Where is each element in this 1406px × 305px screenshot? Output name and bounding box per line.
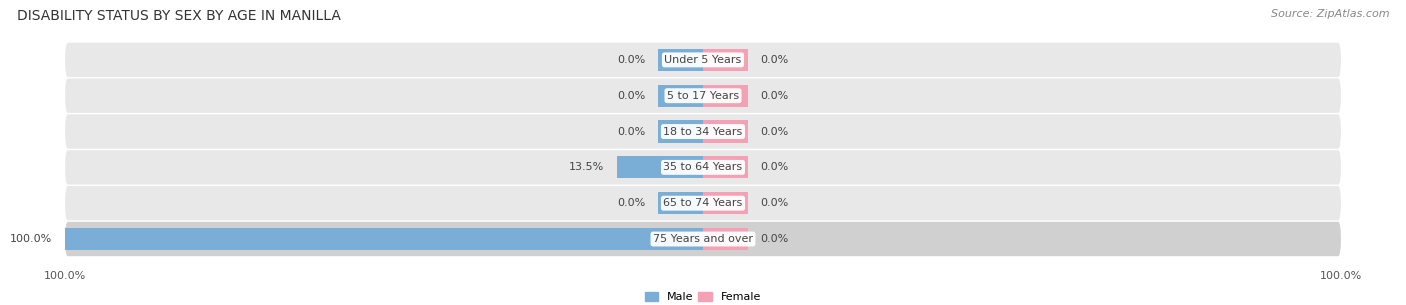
FancyBboxPatch shape (65, 114, 1341, 149)
Bar (658, 84, 703, 107)
Text: 0.0%: 0.0% (761, 162, 789, 172)
FancyBboxPatch shape (65, 78, 1341, 113)
Text: 0.0%: 0.0% (617, 198, 645, 208)
Text: 35 to 64 Years: 35 to 64 Years (664, 162, 742, 172)
FancyBboxPatch shape (65, 222, 1341, 256)
FancyBboxPatch shape (65, 150, 1341, 185)
Bar (617, 156, 703, 178)
Bar (703, 228, 748, 250)
Bar (65, 228, 703, 250)
Bar (703, 84, 748, 107)
Text: Source: ZipAtlas.com: Source: ZipAtlas.com (1271, 9, 1389, 19)
Text: DISABILITY STATUS BY SEX BY AGE IN MANILLA: DISABILITY STATUS BY SEX BY AGE IN MANIL… (17, 9, 340, 23)
Bar (703, 192, 748, 214)
Text: 0.0%: 0.0% (761, 234, 789, 244)
Text: 0.0%: 0.0% (761, 55, 789, 65)
FancyBboxPatch shape (65, 186, 1341, 221)
Bar (658, 49, 703, 71)
Bar (703, 120, 748, 143)
Text: 13.5%: 13.5% (569, 162, 605, 172)
Text: 0.0%: 0.0% (761, 91, 789, 101)
Bar (658, 120, 703, 143)
Text: 0.0%: 0.0% (761, 127, 789, 137)
Text: 0.0%: 0.0% (617, 55, 645, 65)
Bar (658, 192, 703, 214)
Bar (703, 156, 748, 178)
Text: 100.0%: 100.0% (10, 234, 52, 244)
Text: 75 Years and over: 75 Years and over (652, 234, 754, 244)
Text: 65 to 74 Years: 65 to 74 Years (664, 198, 742, 208)
Text: 0.0%: 0.0% (617, 127, 645, 137)
Text: Under 5 Years: Under 5 Years (665, 55, 741, 65)
Bar (703, 49, 748, 71)
Text: 0.0%: 0.0% (761, 198, 789, 208)
Text: 5 to 17 Years: 5 to 17 Years (666, 91, 740, 101)
Legend: Male, Female: Male, Female (641, 287, 765, 305)
FancyBboxPatch shape (65, 43, 1341, 77)
Text: 18 to 34 Years: 18 to 34 Years (664, 127, 742, 137)
Text: 0.0%: 0.0% (617, 91, 645, 101)
